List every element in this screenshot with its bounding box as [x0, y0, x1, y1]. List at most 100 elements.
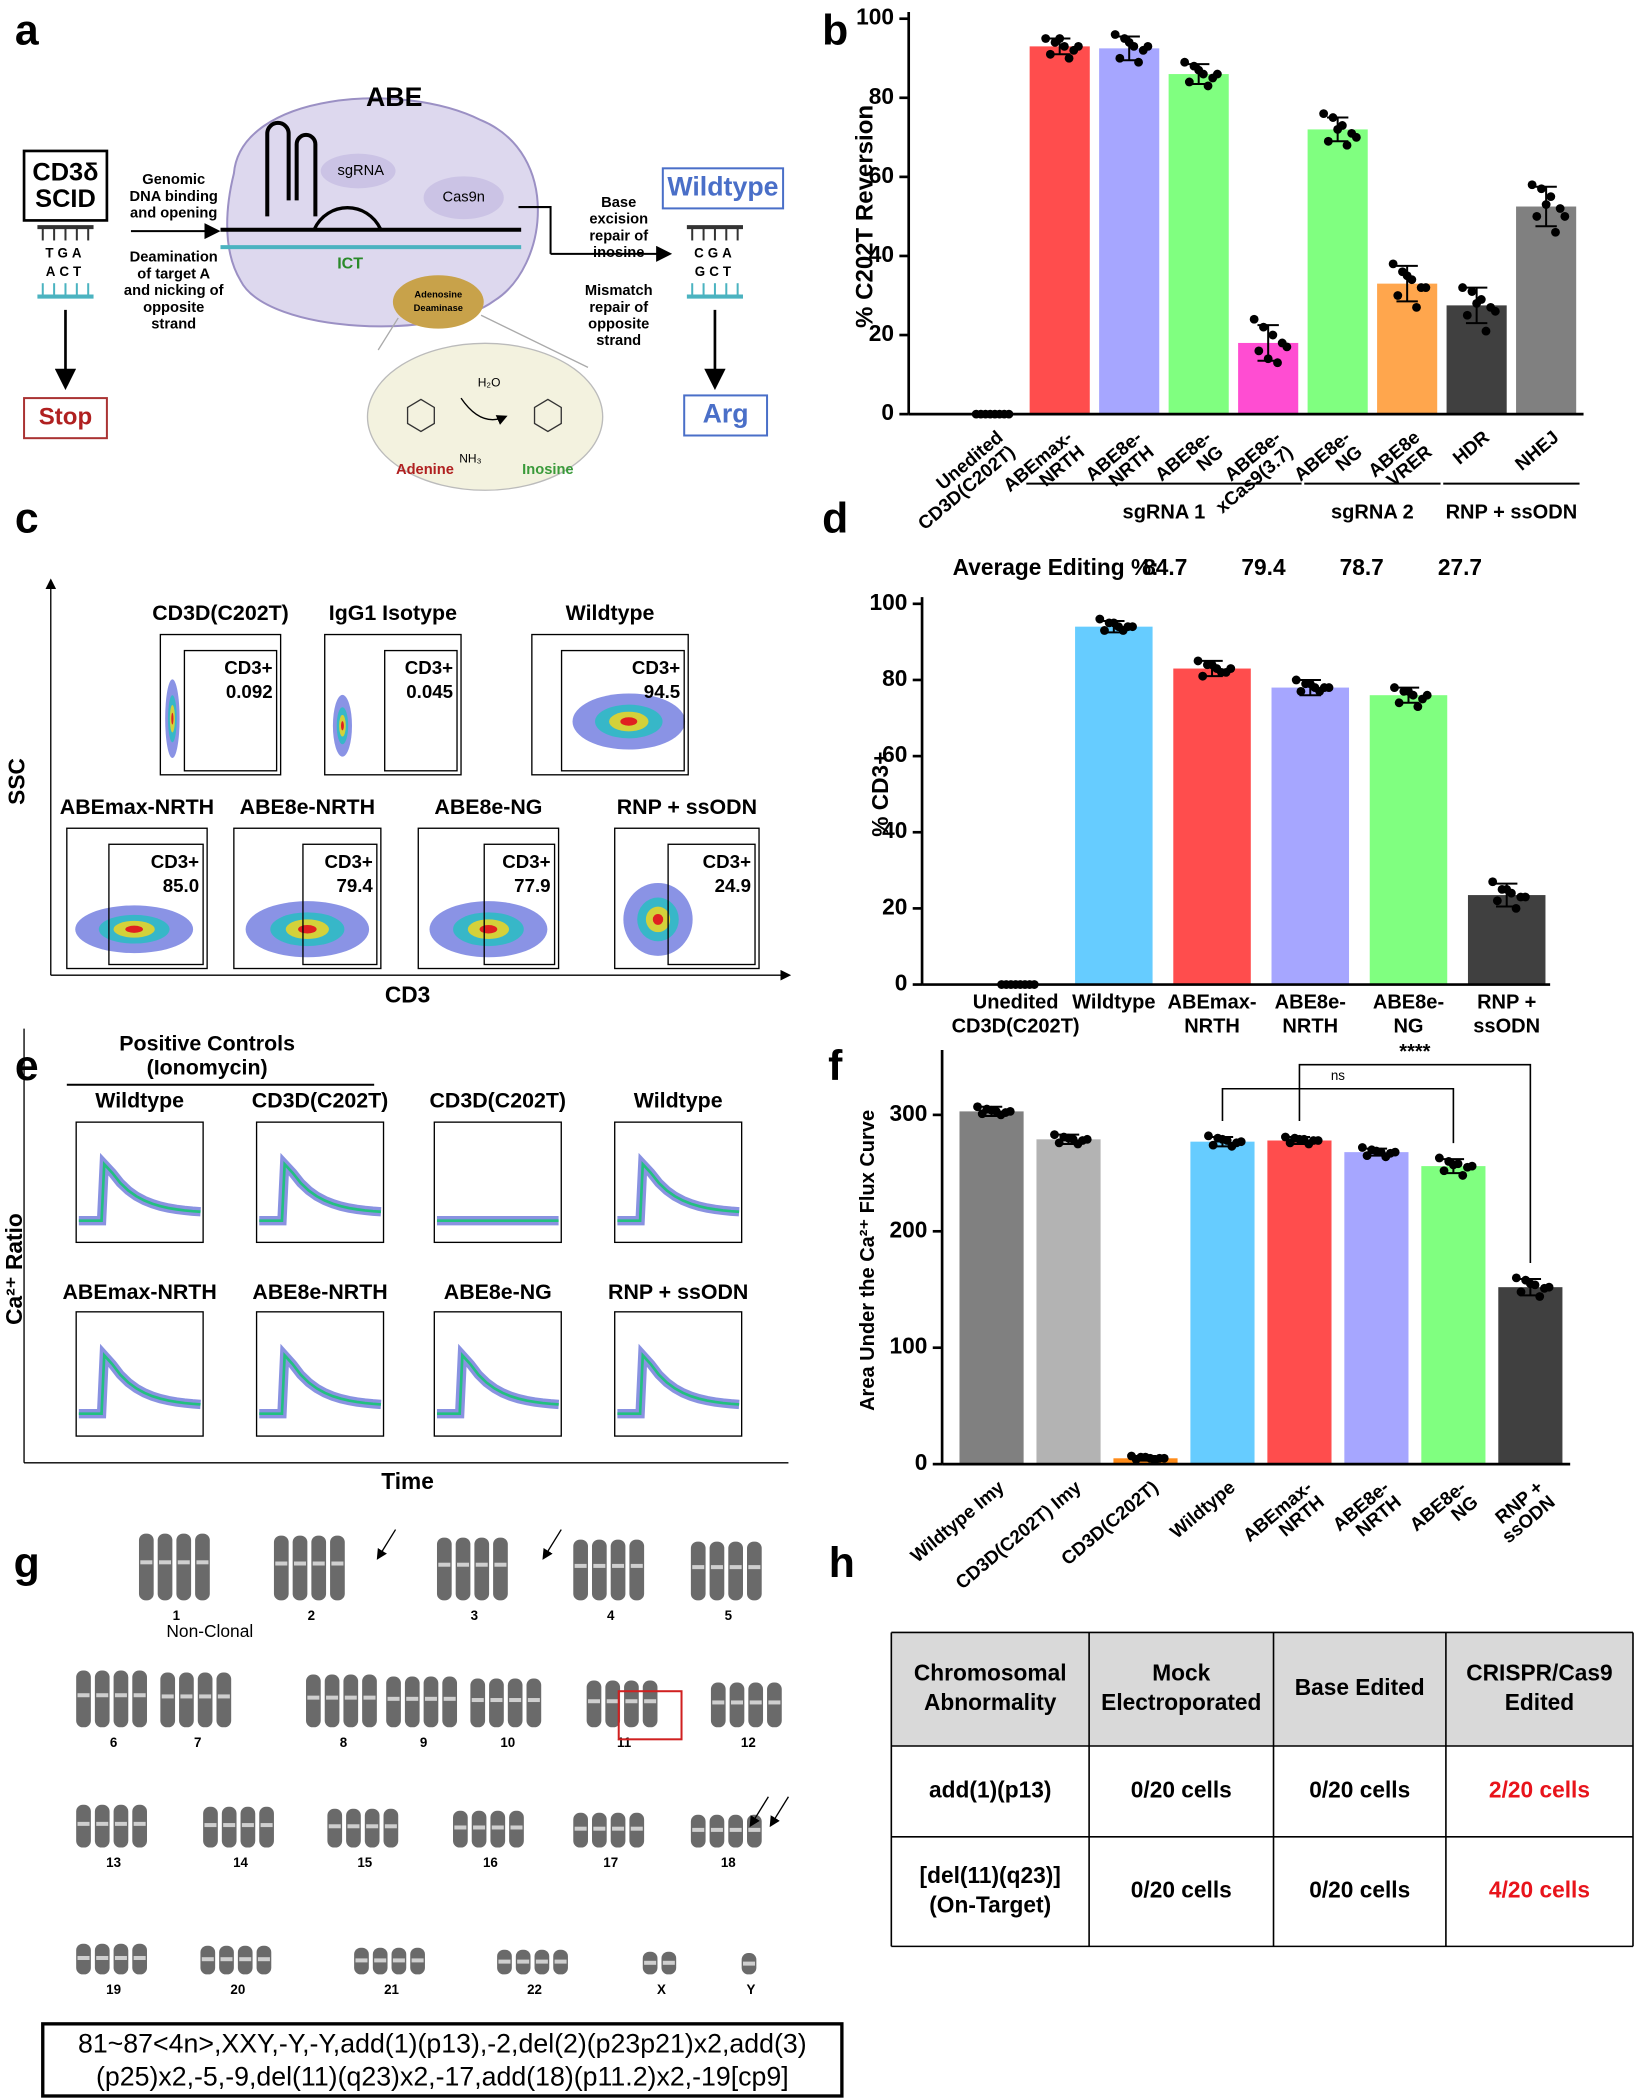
- chromosome-band: [457, 1562, 470, 1567]
- label: inosine: [593, 245, 644, 261]
- significance-label: ****: [1399, 1041, 1430, 1063]
- chromosome: [591, 1539, 607, 1601]
- chromosome-band: [217, 1694, 230, 1699]
- annotation-value: 27.7: [1438, 554, 1482, 580]
- chromosome: [690, 1541, 706, 1601]
- chromosome: [160, 1672, 176, 1728]
- data-point: [1511, 903, 1521, 913]
- chromosome-band: [344, 1695, 357, 1700]
- chromosome: [470, 1678, 486, 1728]
- molecule: [406, 398, 435, 433]
- chromosome: [404, 1676, 420, 1728]
- x-tick-label: HDR: [1449, 426, 1494, 468]
- chromosome: [195, 1533, 210, 1601]
- table-header: Electroporated: [1101, 1689, 1261, 1715]
- chromosome: [489, 1678, 504, 1728]
- data-point: [1249, 314, 1259, 324]
- x-tick-label: NHEJ: [1511, 426, 1563, 474]
- chromosome-band: [196, 1560, 209, 1565]
- chromosome-band: [260, 1823, 273, 1828]
- data-point: [1110, 30, 1120, 39]
- gate-label: CD3+: [151, 851, 199, 872]
- data-point: [1236, 1137, 1246, 1147]
- iscn-text: 81~87<4n>,XXY,-Y,-Y,add(1)(p13),-2,del(2…: [78, 2028, 807, 2058]
- data-point: [1555, 204, 1565, 213]
- chromosome-band: [574, 1563, 587, 1568]
- chromosome-label: 19: [106, 1982, 121, 1997]
- plot-title: Wildtype: [95, 1089, 184, 1113]
- chromosome-band: [517, 1959, 530, 1964]
- data-point: [1472, 298, 1482, 308]
- data-point: [1193, 656, 1203, 666]
- x-tick-label: ssODN: [1473, 1016, 1540, 1038]
- chromosome-label: 15: [357, 1855, 372, 1870]
- chromosome-band: [535, 1959, 548, 1964]
- plot-title: ABE8e-NG: [434, 795, 542, 819]
- data-point: [1324, 683, 1334, 692]
- label: SCID: [35, 185, 96, 213]
- chromosome-band: [199, 1694, 212, 1699]
- gate-value: 24.9: [715, 875, 751, 896]
- table-cell: 0/20 cells: [1131, 1877, 1232, 1903]
- chromosome: [455, 1537, 471, 1601]
- label: Stop: [39, 403, 92, 430]
- chromosome-band: [554, 1959, 567, 1964]
- chromosome-band: [275, 1561, 288, 1566]
- data-point: [1291, 675, 1301, 685]
- gate-value: 0.092: [226, 681, 273, 702]
- callout: [480, 314, 589, 368]
- y-tick-label: 80: [869, 83, 894, 109]
- data-point: [1296, 686, 1306, 696]
- significance-label: ns: [1331, 1068, 1345, 1083]
- chem-circle: [366, 342, 604, 491]
- significance-bracket: [1298, 1063, 1532, 1263]
- data-point: [1131, 1455, 1141, 1464]
- plot-title: CD3D(C202T): [152, 601, 289, 625]
- panel-label: a: [15, 7, 40, 55]
- chromosome-label: 3: [471, 1608, 478, 1623]
- calcium-trace: [78, 1160, 201, 1223]
- chromosome-band: [328, 1824, 341, 1829]
- data-point: [1521, 892, 1530, 902]
- data-point: [1362, 1151, 1372, 1161]
- table-cell: (On-Target): [929, 1891, 1051, 1917]
- chromosome-band: [494, 1562, 507, 1567]
- chromosome-band: [159, 1560, 172, 1565]
- label: Inosine: [522, 462, 573, 478]
- table-cell: add(1)(p13): [929, 1776, 1051, 1802]
- chromosome: [629, 1539, 645, 1601]
- chromosome: [436, 1537, 452, 1601]
- data-point: [1226, 664, 1236, 673]
- chromosome: [113, 1804, 129, 1848]
- chromosome: [474, 1537, 490, 1601]
- data-point: [1422, 690, 1432, 700]
- data-point: [1054, 1138, 1064, 1148]
- plot-title: CD3D(C202T): [252, 1089, 389, 1113]
- panel-label: b: [822, 7, 848, 55]
- group-label: sgRNA 2: [1331, 501, 1414, 523]
- data-point: [1207, 660, 1217, 670]
- y-tick-label: 60: [882, 741, 907, 767]
- arrow: [749, 1796, 769, 1828]
- annotation-value: 78.7: [1340, 554, 1384, 580]
- sgrna-hairpin: [265, 120, 291, 217]
- data-point: [1184, 77, 1194, 87]
- label: NH₃: [459, 452, 481, 466]
- reaction-arrow: [460, 397, 508, 425]
- data-point: [1315, 686, 1325, 696]
- chromosome: [292, 1535, 308, 1601]
- stop-box: [23, 397, 108, 440]
- chromosome: [710, 1682, 726, 1728]
- data-point: [1074, 41, 1083, 51]
- chromosome-band: [384, 1824, 397, 1829]
- label: excision: [589, 212, 648, 228]
- chromosome-band: [406, 1696, 419, 1701]
- data-point: [1045, 49, 1055, 59]
- chromosome-band: [574, 1826, 587, 1831]
- table-cell: 2/20 cells: [1489, 1776, 1590, 1802]
- chromosome-band: [692, 1565, 705, 1570]
- chromosome-band: [257, 1957, 270, 1962]
- gate-value: 79.4: [336, 875, 373, 896]
- data-point: [1328, 113, 1338, 122]
- chromosome-band: [114, 1821, 127, 1826]
